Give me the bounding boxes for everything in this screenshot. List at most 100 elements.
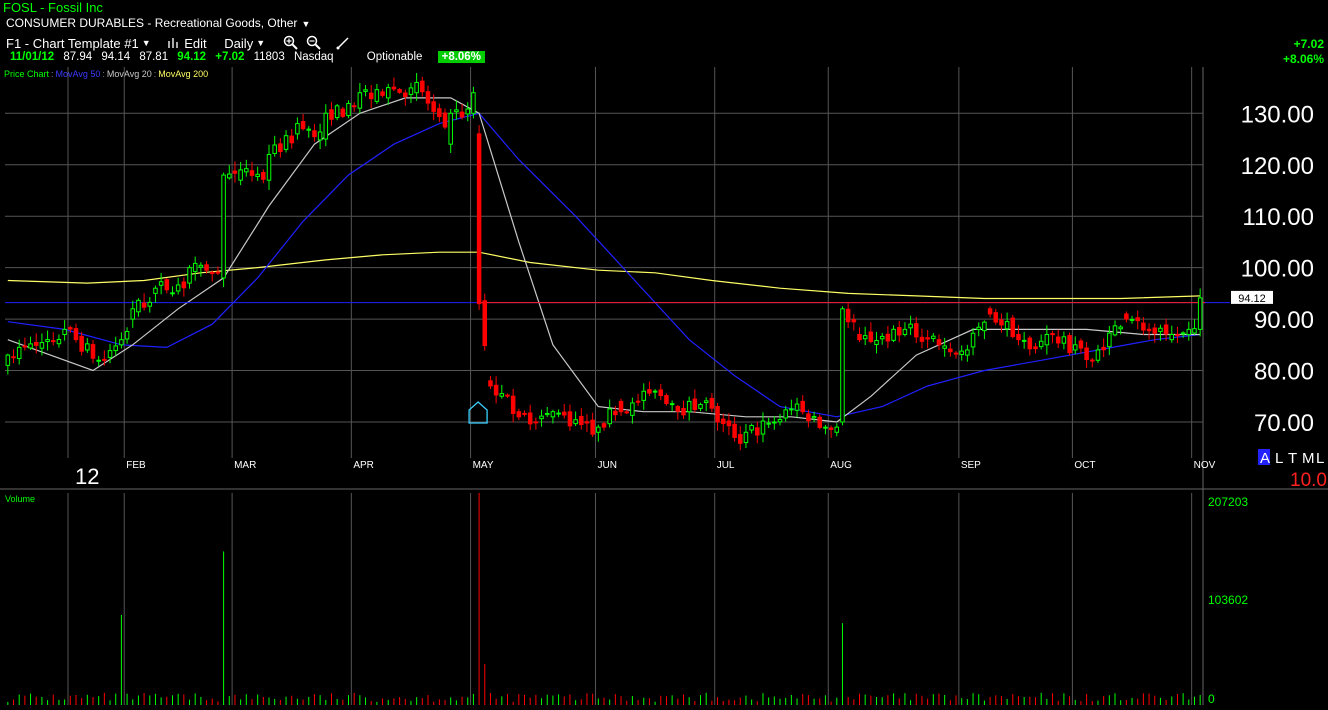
chart-template-dropdown[interactable]: F1 - Chart Template #1 ▼ [6, 35, 151, 51]
candle [533, 421, 539, 424]
candle [630, 402, 635, 416]
candle [476, 133, 482, 305]
candle [635, 400, 641, 403]
candle [1197, 297, 1203, 330]
edit-label: Edit [184, 35, 207, 51]
candle [374, 89, 380, 102]
volume-tick-label: 103602 [1208, 593, 1248, 607]
candle [454, 109, 459, 113]
edit-button[interactable]: Edit [168, 35, 207, 51]
candle [187, 267, 192, 284]
candle [215, 271, 221, 274]
candle [1135, 317, 1140, 322]
candle [1158, 327, 1163, 332]
candle [823, 426, 828, 429]
candle [329, 109, 334, 120]
bar-chart-icon [168, 37, 179, 48]
candle [181, 281, 187, 289]
candle [556, 412, 561, 415]
candle [613, 410, 618, 416]
quote-volume: 11803 [253, 51, 285, 63]
candle [794, 403, 800, 411]
ma200-line [7, 251, 1201, 300]
candle [732, 423, 737, 438]
legend-ma50[interactable]: MovAvg 50 [55, 69, 101, 79]
scale-option-A: A [1260, 450, 1270, 467]
zoom-in-icon[interactable] [283, 35, 299, 50]
candle [1129, 318, 1135, 321]
candle [573, 419, 578, 425]
candle [420, 80, 425, 93]
candle [709, 397, 715, 409]
candle [914, 323, 919, 338]
industry-selector[interactable]: CONSUMER DURABLES - Recreational Goods, … [6, 16, 310, 30]
draw-line-icon[interactable] [336, 36, 350, 50]
symbol-title: FOSL - Fossil Inc [3, 0, 103, 15]
candle [817, 416, 823, 428]
candle [1061, 336, 1067, 344]
candle [806, 413, 811, 422]
optionable-label: Optionable [366, 51, 423, 63]
candle [720, 418, 726, 425]
candle [664, 395, 669, 404]
scale-option-T: T [1288, 450, 1297, 467]
candle [317, 131, 323, 141]
candle [465, 108, 470, 115]
candle [550, 411, 556, 418]
candle [102, 358, 107, 361]
legend-ma20[interactable]: MovAvg 20 [106, 69, 152, 79]
candle [811, 415, 817, 419]
candle [306, 128, 312, 131]
candle [596, 426, 601, 433]
candle [510, 395, 516, 414]
price-tick-label: 80.00 [1254, 359, 1314, 386]
month-label: FEB [126, 460, 146, 471]
quote-date: 11/01/12 [10, 51, 55, 63]
candle [544, 412, 550, 416]
period-dropdown[interactable]: Daily ▼ [224, 35, 265, 51]
candle [987, 308, 993, 315]
candle [295, 123, 300, 135]
candle [346, 102, 351, 117]
candle [726, 420, 732, 427]
candle [130, 308, 136, 320]
candle [601, 423, 607, 428]
month-label: OCT [1074, 460, 1095, 471]
period-label: Daily [224, 35, 254, 51]
candle [368, 92, 374, 100]
candle [505, 394, 510, 397]
candle [39, 342, 45, 349]
candle [1078, 340, 1084, 349]
candle [22, 345, 28, 348]
candle [755, 427, 760, 436]
candle [431, 101, 436, 112]
candle [448, 112, 453, 145]
change-value: +7.02 [1293, 37, 1324, 51]
chevron-down-icon: ▼ [301, 19, 311, 29]
candle [618, 400, 624, 413]
quote-low: 87.81 [139, 51, 169, 63]
candle [527, 412, 533, 425]
candle [68, 327, 73, 330]
candle [249, 170, 255, 176]
candle [1050, 333, 1055, 336]
candle [113, 345, 118, 352]
candle [334, 105, 340, 119]
candle [692, 398, 698, 410]
zoom-out-icon[interactable] [306, 35, 322, 50]
legend-price-chart[interactable]: Price Chart [4, 69, 50, 79]
candle [459, 111, 465, 118]
month-label: APR [353, 460, 374, 471]
candle [862, 335, 868, 340]
candle [198, 264, 204, 268]
pct-change-value: +8.06% [1282, 52, 1324, 66]
legend-ma200[interactable]: MovAvg 200 [158, 69, 209, 79]
candle [1021, 339, 1027, 342]
candle [380, 91, 385, 96]
candle [391, 86, 397, 90]
candle [283, 135, 289, 150]
quote-high: 94.14 [101, 51, 131, 63]
last-price-tag [1231, 290, 1273, 304]
month-label: JUN [597, 460, 616, 471]
